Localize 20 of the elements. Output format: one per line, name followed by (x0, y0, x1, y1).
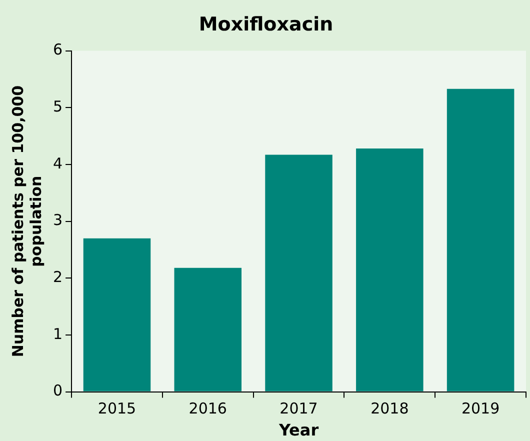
bar (356, 148, 424, 392)
x-tick-label: 2016 (188, 400, 227, 418)
x-tick-label: 2015 (98, 400, 136, 418)
y-tick-label: 6 (52, 40, 63, 59)
y-axis-title: Number of patients per 100,000 population (8, 85, 45, 358)
y-tick-label: 4 (52, 154, 63, 172)
x-tick-label: 2017 (280, 400, 318, 418)
bar (446, 88, 514, 392)
y-tick-label: 5 (52, 98, 63, 116)
x-tick-label: 2019 (461, 400, 500, 418)
x-tick-label: 2018 (370, 400, 409, 418)
y-tick-label: 2 (52, 268, 63, 286)
y-tick-label: 1 (52, 324, 63, 343)
x-axis-title: Year (278, 420, 319, 440)
y-tick-label: 0 (52, 382, 63, 400)
y-tick-label: 3 (52, 211, 63, 230)
bar (174, 268, 242, 392)
bar (83, 238, 151, 392)
chart-title: Moxifloxacin (198, 13, 334, 36)
bar (265, 154, 332, 392)
